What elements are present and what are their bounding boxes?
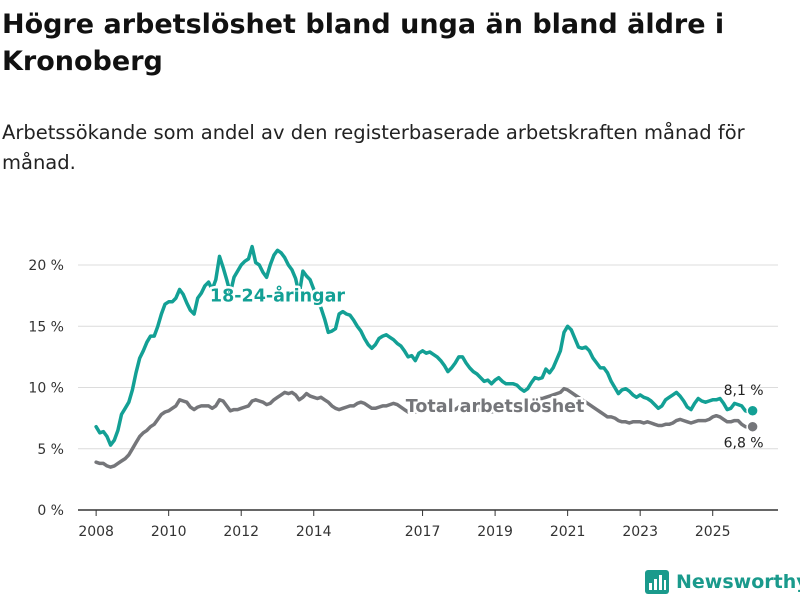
series-end-value-label: 8,1 % <box>724 383 764 399</box>
brand-name: Newsworthy <box>676 571 800 593</box>
x-tick-label: 2025 <box>695 524 731 540</box>
x-tick-label: 2019 <box>477 524 513 540</box>
x-tick-label: 2023 <box>622 524 658 540</box>
series-end-marker <box>746 420 759 433</box>
gridlines <box>78 264 778 511</box>
annotations: 8,1 % 6,8 % 18-24-åringar Total arbetslöshe… <box>207 282 764 452</box>
y-tick-label: 0 % <box>37 503 64 519</box>
y-tick-label: 10 % <box>28 381 64 397</box>
x-tick-label: 2021 <box>550 524 586 540</box>
y-tick-label: 15 % <box>28 319 64 335</box>
series-end-value-label: 6,8 % <box>724 436 764 452</box>
x-tick-label: 2014 <box>296 524 332 540</box>
x-tick-label: 2012 <box>223 524 259 540</box>
y-tick-label: 5 % <box>37 442 64 458</box>
chart-title: Högre arbetslöshet bland unga än bland ä… <box>2 9 725 77</box>
series-end-marker <box>746 404 759 418</box>
y-axis-tick-labels: 0 % 5 % 10 % 15 % 20 % <box>28 258 64 519</box>
x-tick-label: 2008 <box>78 524 114 540</box>
chart-subtitle: Arbetssökande som andel av den registerb… <box>2 121 745 174</box>
newsworthy-logo-icon <box>645 570 669 594</box>
x-tick-label: 2010 <box>151 524 187 540</box>
series-lines <box>94 244 759 469</box>
series-name-label: Total arbetslöshet <box>406 397 585 417</box>
x-axis: 2008 2010 2012 2014 2017 2019 2021 2023 2025 <box>78 510 731 540</box>
x-tick-label: 2017 <box>405 524 441 540</box>
y-tick-label: 20 % <box>28 258 64 274</box>
newsworthy-logo[interactable]: Newsworthy <box>644 567 800 597</box>
series-name-label: 18-24-åringar <box>210 285 345 307</box>
series-line-18-24-ringar <box>94 244 755 447</box>
series-line-total-arbetsl-shet <box>94 386 755 469</box>
